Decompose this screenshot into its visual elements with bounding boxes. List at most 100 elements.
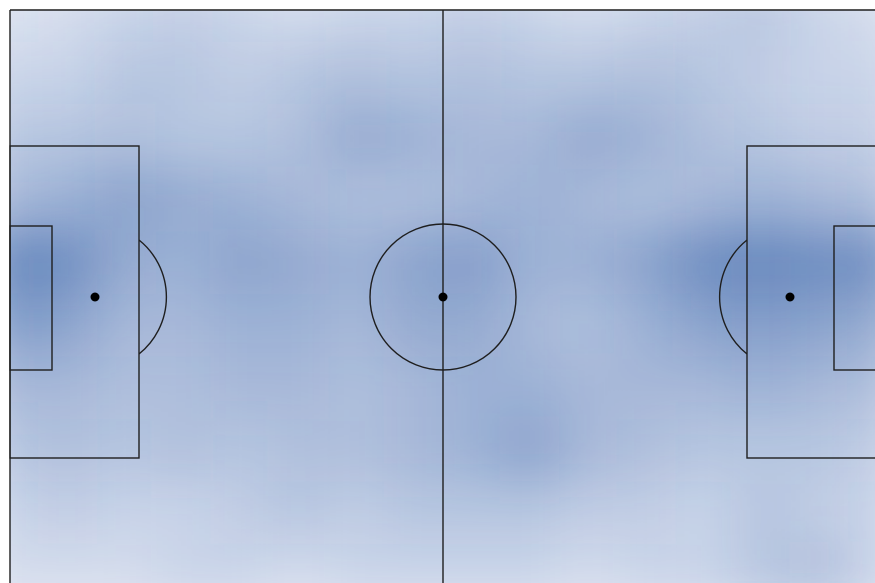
heat-cell <box>211 292 270 356</box>
heat-cell <box>37 542 97 583</box>
heat-cell <box>731 417 790 481</box>
heat-cell <box>153 417 212 481</box>
heat-cell <box>615 105 675 168</box>
heat-cell <box>153 105 212 168</box>
heat-cell <box>384 292 443 356</box>
heat-cell <box>269 417 328 481</box>
heat-cell <box>95 105 154 168</box>
heat-cell <box>673 480 733 543</box>
heat-cell <box>95 42 154 106</box>
heat-cell <box>500 480 559 543</box>
heat-cell <box>326 105 386 168</box>
heat-cell <box>211 480 270 543</box>
heat-cell <box>673 292 733 356</box>
heat-cell <box>384 417 443 481</box>
heat-cell <box>95 10 154 43</box>
heat-cell <box>847 480 875 543</box>
heat-cell <box>95 417 154 481</box>
heat-cell <box>326 292 386 356</box>
heat-cell <box>269 230 328 293</box>
heat-cell <box>789 417 848 481</box>
heat-cell <box>326 10 386 43</box>
heat-cell <box>615 42 675 106</box>
heat-cell <box>558 480 617 543</box>
heat-cell <box>615 230 675 293</box>
heat-cell <box>211 10 270 43</box>
heat-cell <box>442 355 501 418</box>
six-yard-box <box>9 225 53 371</box>
heat-cell <box>847 42 875 106</box>
heat-cell <box>10 542 39 583</box>
heat-cell <box>95 355 154 418</box>
heat-cell <box>673 42 733 106</box>
heat-cell <box>731 42 790 106</box>
heat-cell <box>500 10 559 43</box>
heat-cell <box>37 480 97 543</box>
heat-cell <box>673 230 733 293</box>
heat-cell <box>211 417 270 481</box>
heat-cell <box>326 542 386 583</box>
heat-cell <box>558 10 617 43</box>
penalty-arc <box>138 239 168 355</box>
heat-cell <box>673 10 733 43</box>
heat-cell <box>615 417 675 481</box>
heat-cell <box>615 10 675 43</box>
heat-cell <box>789 355 848 418</box>
heat-cell <box>10 480 39 543</box>
heat-cell <box>789 167 848 231</box>
heat-cell <box>558 542 617 583</box>
heat-cell <box>326 417 386 481</box>
heat-cell <box>211 230 270 293</box>
heat-cell <box>95 230 154 293</box>
heat-cell <box>500 230 559 293</box>
heat-cell <box>789 292 848 356</box>
heat-cell <box>37 230 97 293</box>
heat-cell <box>10 417 39 481</box>
heat-cell <box>37 355 97 418</box>
heat-cell <box>500 167 559 231</box>
heat-cell <box>95 292 154 356</box>
heat-cell <box>10 42 39 106</box>
heat-cell <box>384 105 443 168</box>
heat-cell <box>731 480 790 543</box>
heat-cell <box>10 292 39 356</box>
heat-cell <box>442 417 501 481</box>
heat-cell <box>10 230 39 293</box>
heat-cell <box>37 167 97 231</box>
heat-cell <box>847 355 875 418</box>
heat-cell <box>10 167 39 231</box>
heat-cell <box>269 542 328 583</box>
heat-cell <box>731 292 790 356</box>
heat-cell <box>500 417 559 481</box>
heat-cell <box>37 417 97 481</box>
heat-cell <box>326 480 386 543</box>
heat-cell <box>731 167 790 231</box>
centre-spot <box>438 292 448 302</box>
heat-cell <box>615 355 675 418</box>
heat-cell <box>37 10 97 43</box>
penalty-arc <box>718 239 748 355</box>
heat-cell <box>442 42 501 106</box>
heat-cell <box>673 417 733 481</box>
heat-cell <box>558 167 617 231</box>
pitch-lines <box>9 9 875 583</box>
heat-cell <box>673 167 733 231</box>
heat-cell <box>789 42 848 106</box>
heat-cell <box>847 230 875 293</box>
heat-cell <box>326 167 386 231</box>
heat-cell <box>789 10 848 43</box>
heat-cell <box>673 355 733 418</box>
heat-cell <box>500 42 559 106</box>
heat-cell <box>673 542 733 583</box>
heat-cell <box>558 355 617 418</box>
heat-cell <box>95 480 154 543</box>
heat-cell <box>384 542 443 583</box>
heat-cell <box>731 230 790 293</box>
heat-cell <box>558 42 617 106</box>
heat-cell <box>269 42 328 106</box>
heat-cell <box>10 10 39 43</box>
heat-cell <box>615 480 675 543</box>
heat-cell <box>789 542 848 583</box>
heat-cell <box>384 42 443 106</box>
